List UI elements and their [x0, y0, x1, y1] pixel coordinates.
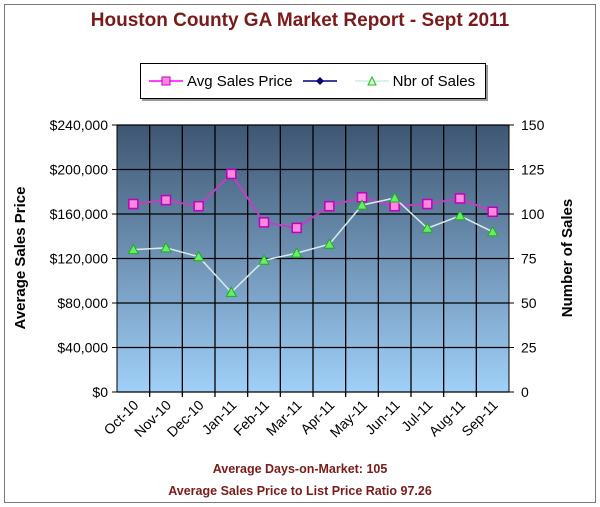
legend-triangle-marker-icon — [354, 75, 389, 86]
data-point-square — [389, 200, 400, 212]
data-point-square — [454, 193, 466, 204]
y2-tick-label: 150 — [521, 117, 545, 133]
x-tick-label: Mar-11 — [263, 397, 305, 439]
y2-tick-label: 100 — [521, 206, 545, 222]
y2-tick-label: 50 — [521, 295, 537, 311]
data-point-triangle — [225, 286, 238, 297]
legend-label: Nbr of Sales — [392, 72, 476, 90]
data-point-square — [160, 194, 172, 206]
x-tick-label: Sep-11 — [458, 397, 501, 440]
series-line-0 — [133, 172, 494, 229]
days-on-market-note: Average Days-on-Market: 105 — [212, 462, 388, 476]
y-tick-label: $40,000 — [57, 340, 108, 356]
y-tick-label: $240,000 — [50, 117, 109, 133]
data-point-square — [324, 200, 335, 212]
data-point-triangle — [454, 209, 466, 221]
x-tick-label: Jun-11 — [362, 397, 403, 438]
data-point-square — [193, 200, 204, 212]
y-tick-label: $0 — [92, 384, 108, 400]
data-point-square — [291, 222, 302, 234]
x-tick-label: May-11 — [327, 397, 371, 441]
data-point-triangle — [356, 199, 368, 210]
data-point-triangle — [290, 247, 303, 258]
data-point-triangle — [127, 243, 140, 255]
data-point-triangle — [388, 191, 401, 203]
series-line-2 — [133, 197, 493, 294]
price-ratio-note: Average Sales Price to List Price Ratio … — [168, 484, 432, 498]
data-point-square — [226, 168, 237, 180]
chart-frame — [4, 4, 596, 503]
data-point-triangle — [258, 254, 270, 265]
y-tick-label: $200,000 — [50, 162, 109, 178]
data-point-square — [258, 217, 270, 228]
data-point-triangle — [323, 238, 336, 249]
y2-axis-title: Number of Sales — [559, 199, 576, 317]
data-point-square — [422, 198, 433, 210]
data-point-square — [128, 198, 139, 210]
data-point-triangle — [486, 225, 499, 237]
chart-title: Houston County GA Market Report - Sept 2… — [90, 10, 510, 31]
x-tick-label: Dec-10 — [164, 397, 207, 440]
legend-diamond-marker-icon — [302, 77, 337, 85]
y2-tick-label: 125 — [521, 162, 545, 178]
legend-label: Avg Sales Price — [187, 72, 293, 90]
y-tick-label: $120,000 — [50, 251, 109, 267]
y-tick-label: $160,000 — [50, 206, 109, 222]
y2-tick-label: 25 — [521, 340, 537, 356]
legend-item-unnamed — [302, 75, 341, 87]
legend: Avg Sales Price Nbr of Sales — [140, 63, 486, 99]
data-point-square — [487, 206, 498, 218]
legend-square-marker-icon — [149, 76, 183, 86]
data-point-triangle — [421, 222, 434, 233]
y2-tick-label: 0 — [521, 384, 529, 400]
legend-item-avg-sales-price: Avg Sales Price — [149, 73, 293, 90]
y-axis-title: Average Sales Price — [12, 187, 29, 330]
notes: Average Days-on-Market: 105 Average Sale… — [0, 458, 600, 502]
legend-item-nbr-of-sales: Nbr of Sales — [354, 72, 476, 90]
x-tick-label: Feb-11 — [230, 397, 272, 439]
data-point-triangle — [160, 241, 172, 253]
data-point-triangle — [192, 250, 205, 262]
y2-tick-label: 75 — [521, 251, 537, 267]
y-tick-label: $80,000 — [57, 295, 108, 311]
